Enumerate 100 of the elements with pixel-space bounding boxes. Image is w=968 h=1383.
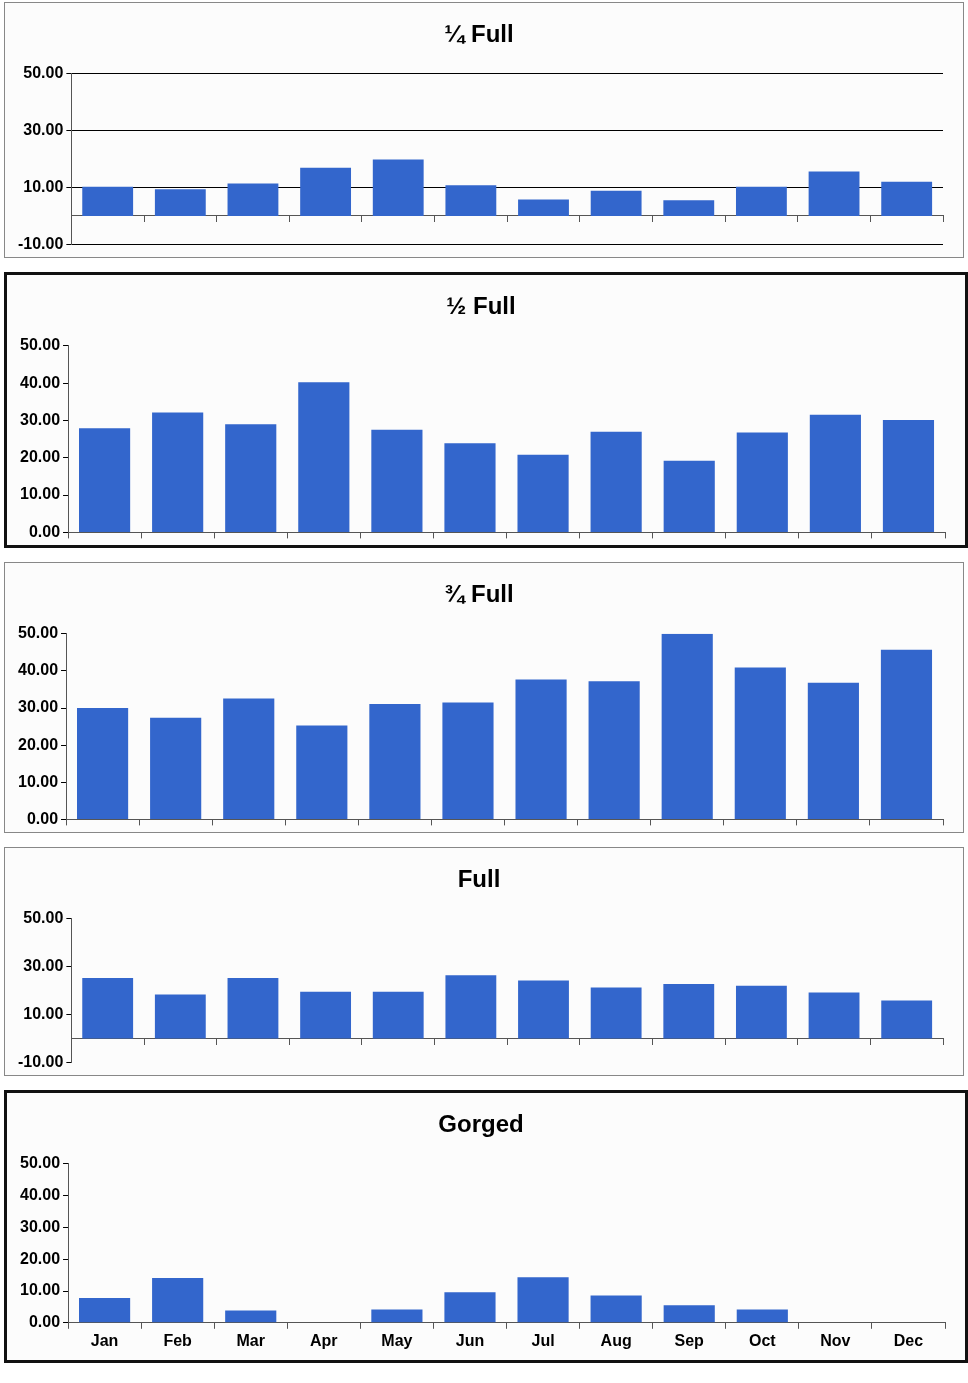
- y-tick-label: 50.00: [23, 909, 64, 927]
- bar: [517, 1277, 569, 1323]
- bar: [808, 992, 860, 1039]
- y-tick-label: 20.00: [19, 448, 61, 466]
- bar: [371, 429, 423, 532]
- y-tick-label: 30.00: [23, 121, 64, 139]
- bar: [518, 199, 569, 216]
- x-tick-label: May: [381, 1331, 413, 1349]
- bar: [734, 667, 786, 819]
- chart-title: ¼ Full: [444, 20, 514, 48]
- y-tick-label: 20.00: [19, 1249, 61, 1267]
- bar: [442, 702, 494, 819]
- bar: [736, 1309, 788, 1323]
- y-tick-label: 10.00: [17, 772, 59, 790]
- bar: [663, 460, 715, 532]
- bar: [590, 1295, 642, 1323]
- bar: [663, 200, 715, 216]
- bar: [227, 183, 279, 216]
- bar: [661, 633, 713, 819]
- y-tick-label: 40.00: [19, 373, 61, 391]
- y-tick-label: 30.00: [23, 957, 64, 975]
- bar: [881, 181, 933, 216]
- bar: [736, 432, 788, 532]
- y-tick-label: 20.00: [17, 735, 59, 753]
- x-tick-label: Nov: [820, 1331, 851, 1349]
- bar: [372, 991, 424, 1039]
- bar: [152, 412, 204, 532]
- y-tick-label: 40.00: [19, 1186, 61, 1204]
- x-tick-label: Oct: [748, 1331, 777, 1349]
- x-tick-label: Apr: [310, 1331, 338, 1349]
- chart-title: ½ Full: [446, 292, 516, 320]
- bar: [223, 698, 275, 819]
- bar: [807, 682, 859, 819]
- bar: [590, 987, 642, 1039]
- y-tick-label: 50.00: [17, 624, 59, 642]
- bar: [590, 190, 642, 216]
- bar: [588, 681, 640, 819]
- bar: [152, 1277, 204, 1323]
- bar: [372, 159, 424, 216]
- y-tick-label: 30.00: [17, 698, 59, 716]
- bar: [444, 443, 496, 532]
- bar: [518, 980, 569, 1039]
- bar: [77, 708, 129, 819]
- bar: [663, 983, 715, 1039]
- x-tick-label: Mar: [236, 1331, 265, 1349]
- y-tick-label: 50.00: [23, 64, 64, 82]
- y-tick-label: 0.00: [26, 809, 59, 827]
- bar: [445, 185, 497, 216]
- x-tick-label: Sep: [674, 1331, 705, 1349]
- bar: [735, 186, 787, 216]
- bar: [227, 977, 279, 1039]
- chart-title: Gorged: [438, 1110, 524, 1138]
- x-tick-label: Jan: [90, 1331, 119, 1349]
- bar: [300, 167, 352, 216]
- x-tick-label: Jul: [531, 1331, 555, 1349]
- bar: [154, 994, 206, 1039]
- y-tick-label: 30.00: [19, 410, 61, 428]
- bar: [82, 186, 134, 216]
- bar: [225, 1310, 277, 1323]
- bar: [517, 454, 569, 532]
- y-tick-label: 40.00: [17, 661, 59, 679]
- y-tick-label: 50.00: [19, 1154, 61, 1172]
- y-tick-label: 10.00: [19, 1281, 61, 1299]
- bar: [79, 1298, 131, 1323]
- bar: [881, 1000, 933, 1039]
- bar: [296, 725, 348, 819]
- bar: [225, 424, 277, 532]
- bar: [445, 975, 497, 1039]
- x-tick-label: Aug: [600, 1331, 632, 1349]
- y-tick-label: 0.00: [28, 522, 61, 540]
- y-tick-label: -10.00: [17, 234, 64, 252]
- bar: [880, 649, 933, 819]
- bar: [369, 703, 421, 819]
- y-tick-label: 10.00: [23, 177, 64, 195]
- bar: [663, 1305, 715, 1323]
- y-tick-label: 30.00: [19, 1217, 61, 1235]
- bar: [79, 428, 131, 532]
- y-tick-label: 10.00: [19, 485, 61, 503]
- bar: [735, 985, 787, 1039]
- x-tick-label: Dec: [893, 1331, 924, 1349]
- y-tick-label: 10.00: [23, 1004, 64, 1022]
- y-tick-label: 50.00: [19, 336, 61, 354]
- bar: [154, 189, 206, 216]
- bar: [515, 679, 567, 819]
- bar: [444, 1292, 496, 1323]
- bar: [882, 420, 935, 532]
- bar: [371, 1309, 423, 1323]
- bar: [300, 991, 352, 1039]
- x-tick-label: Feb: [163, 1331, 193, 1349]
- bar: [808, 171, 860, 216]
- bar: [150, 717, 202, 819]
- chart-title: ¾ Full: [444, 580, 514, 608]
- bar: [590, 431, 642, 532]
- bar: [298, 382, 350, 532]
- y-tick-label: -10.00: [17, 1052, 64, 1070]
- bar: [809, 414, 861, 532]
- bar: [82, 977, 134, 1039]
- y-tick-label: 0.00: [28, 1313, 61, 1331]
- x-tick-label: Jun: [455, 1331, 485, 1349]
- chart-title: Full: [457, 865, 501, 893]
